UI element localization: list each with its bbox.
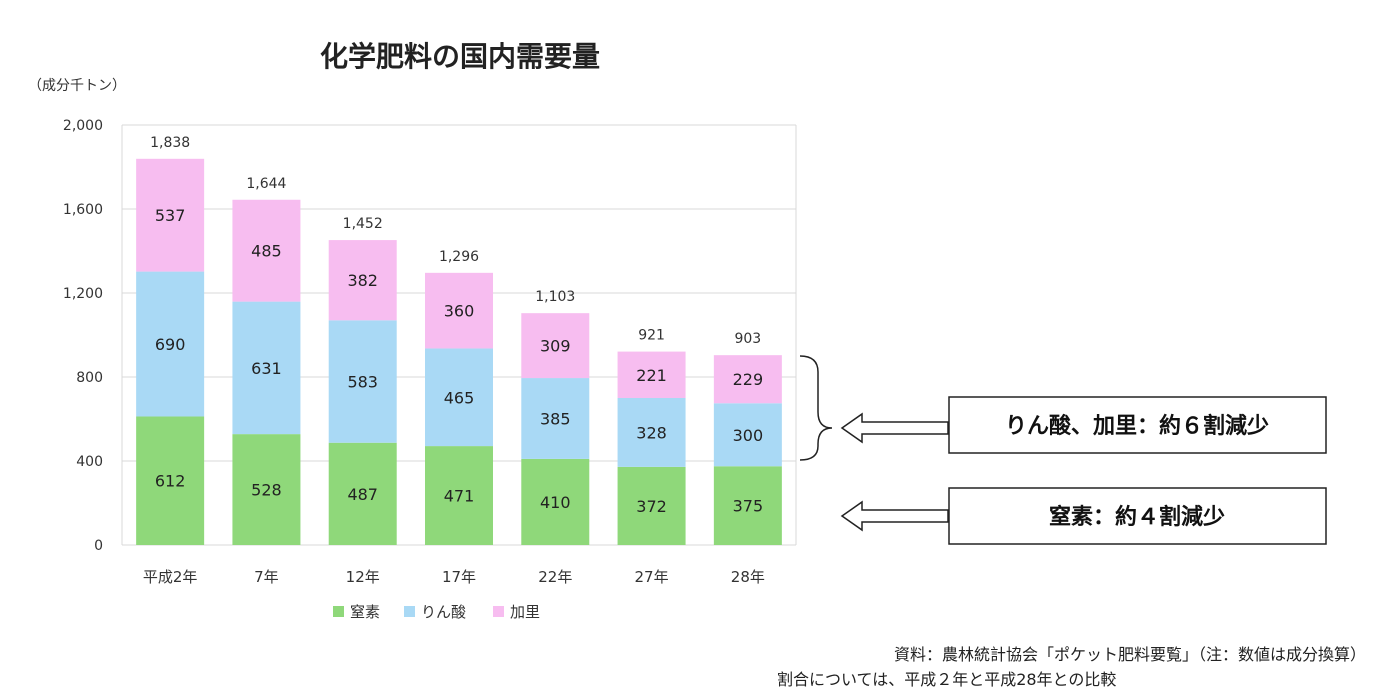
x-axis-ticks: 平成2年 7年 12年 17年 22年 27年 28年 [143,568,765,586]
x-tick-label: 17年 [442,568,476,586]
data-label: 309 [540,337,571,356]
y-tick-label: 1,200 [63,286,103,302]
data-label: 410 [540,493,571,512]
callout-box-lower [948,487,1327,545]
data-label: 229 [733,370,764,389]
bar-segment [328,240,397,321]
total-label: 1,103 [535,289,575,305]
y-axis-ticks: 0 400 800 1,200 1,600 2,000 [63,118,103,554]
data-label: 300 [733,426,764,445]
x-tick-label: 28年 [731,568,765,586]
bar-segment [713,403,782,467]
total-label: 921 [638,328,665,344]
bar-segment [617,466,686,545]
y-tick-label: 400 [76,454,103,470]
bar-segment [617,398,686,467]
data-label: 485 [251,242,282,261]
legend-swatch-phosphate [404,606,415,617]
bar-segment [136,158,205,272]
bar-segment [617,351,686,398]
chart-title: 化学肥料の国内需要量 [320,40,600,73]
y-tick-label: 800 [76,370,103,386]
data-label: 372 [636,497,667,516]
upper-arrow-icon [840,412,949,444]
x-tick-label: 22年 [538,568,572,586]
total-label: 1,452 [343,216,383,232]
data-label: 385 [540,409,571,428]
x-tick-label: 12年 [346,568,380,586]
y-tick-label: 1,600 [63,202,103,218]
ratio-note: 割合については、平成２年と平成28年との比較 [777,670,1116,689]
legend-swatch-potash [493,606,504,617]
bar-segment [232,434,301,545]
bar-segment [328,442,397,545]
y-tick-label: 0 [94,538,103,554]
data-label: 382 [347,271,378,290]
lower-arrow-icon [840,500,949,532]
data-label: 583 [347,373,378,392]
data-label: 360 [444,302,475,321]
legend-swatch-nitrogen [333,606,344,617]
bar-segment [713,355,782,404]
bar-segment [425,446,493,545]
legend: 窒素 りん酸 加里 [333,603,540,621]
x-tick-label: 7年 [254,568,279,586]
bar-segment [713,466,782,545]
bar-segment [232,301,301,435]
bar-segment [425,272,493,349]
bar-segment [232,199,301,302]
data-label: 528 [251,481,282,500]
bar-segment [328,320,397,443]
callout-upper: りん酸、加里：約６割減少 [1005,413,1269,439]
total-label: 1,838 [150,135,190,151]
legend-label-nitrogen: 窒素 [350,603,380,621]
data-label: 537 [155,206,186,225]
total-label: 1,296 [439,249,479,265]
bar-segment [521,378,590,459]
total-label: 903 [734,331,761,347]
total-label: 1,644 [246,176,286,192]
data-label: 631 [251,359,282,378]
data-label: 375 [733,497,764,516]
bracket [799,355,833,461]
bars: 612 690 537 1,838 528 631 485 1,644 487 583 382 1,4… [136,135,782,545]
bar-segment [425,348,493,447]
x-tick-label: 平成2年 [143,568,198,586]
source-note: 資料：農林統計協会「ポケット肥料要覧」（注：数値は成分換算） [894,645,1366,664]
bar-segment [521,458,590,545]
callout-box-upper [948,396,1327,454]
bar-segment [521,313,590,379]
data-label: 690 [155,335,186,354]
y-tick-label: 2,000 [63,118,103,134]
legend-label-potash: 加里 [510,603,540,621]
bar-segment [136,416,205,545]
callout-lower: 窒素：約４割減少 [1049,504,1225,530]
x-tick-label: 27年 [635,568,669,586]
data-label: 612 [155,472,186,491]
data-label: 471 [444,487,475,506]
data-label: 328 [636,423,667,442]
data-label: 221 [636,366,667,385]
y-axis-unit-label: （成分千トン） [28,78,126,94]
data-label: 465 [444,388,475,407]
bar-segment [136,271,205,417]
data-label: 487 [347,485,378,504]
legend-label-phosphate: りん酸 [421,603,466,621]
